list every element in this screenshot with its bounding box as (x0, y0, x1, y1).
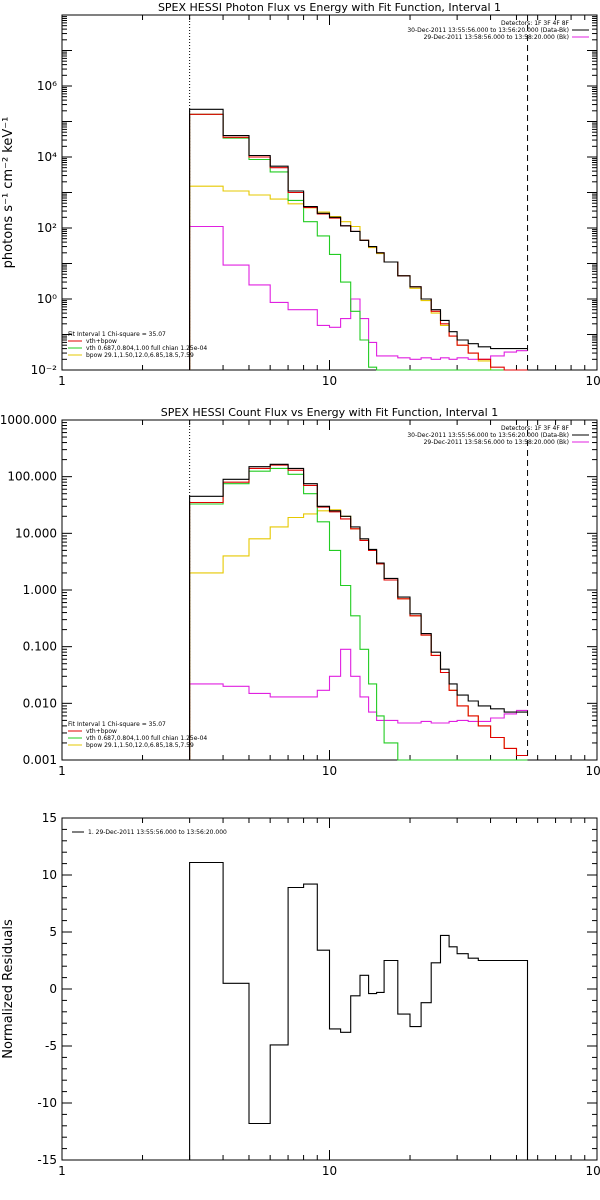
x-tick-label: 10 (322, 764, 337, 778)
series-line-total (189, 463, 528, 760)
legend-right-text: 29-Dec-2011 13:58:56.000 to 13:58:20.000… (424, 439, 569, 446)
legend-left-text: bpow 29.1,1.50,12.0,6.85,18.5,7.59 (86, 742, 194, 749)
y-tick-label: 10 (42, 868, 57, 882)
plot-frame-0 (61, 14, 598, 371)
y-tick-label: 10⁴ (37, 150, 57, 164)
y-axis-label: photons s⁻¹ cm⁻² keV⁻¹ (1, 117, 16, 269)
series-line-bk (189, 225, 528, 370)
y-tick-label: -15 (37, 1153, 57, 1167)
plot-frame-1 (61, 419, 598, 761)
y-tick-label: 10.000 (15, 526, 57, 540)
y-tick-label: 0 (49, 982, 57, 996)
y-tick-label: 1000.000 (0, 413, 57, 427)
legend-left-text: Fit Interval 1 Chi-square = 35.07 (68, 721, 166, 728)
y-tick-label: 0.010 (23, 696, 57, 710)
y-tick-label: -5 (45, 1039, 57, 1053)
y-tick-label: 0.001 (23, 753, 57, 767)
x-tick-label: 100 (586, 764, 600, 778)
series-line-total (189, 108, 528, 370)
y-tick-label: 1.000 (23, 583, 57, 597)
legend-right-text: 29-Dec-2011 13:58:56.000 to 13:58:20.000… (424, 34, 569, 41)
y-tick-label: -10 (37, 1096, 57, 1110)
legend-right-text: Detectors: 1F 3F 4F 8F (501, 425, 570, 432)
legend-left-text: 1. 29-Dec-2011 13:55:56.000 to 13:56:20.… (88, 829, 227, 836)
legend-left-text: vth+bpow (86, 338, 117, 345)
series-line-vth-bpow (189, 113, 528, 371)
legend-left-text: vth+bpow (86, 728, 117, 735)
series-line-vth-bpow (189, 464, 528, 760)
y-tick-label: 0.100 (23, 640, 57, 654)
legend-right-text: 30-Dec-2011 13:55:56.000 to 13:56:20.000… (407, 432, 569, 439)
x-tick-label: 1 (58, 1164, 66, 1178)
series-line-bk (189, 648, 528, 760)
chart-title-1: SPEX HESSI Count Flux vs Energy with Fit… (161, 406, 498, 419)
y-tick-label: 10² (37, 221, 57, 235)
y-tick-label: 10⁰ (37, 292, 57, 306)
legend-left-text: vth 0.687,0.804,1.00 full chian 1.25e-04 (86, 345, 207, 352)
series-line-vth (189, 113, 528, 371)
legend-right-text: 30-Dec-2011 13:55:56.000 to 13:56:20.000… (407, 27, 569, 34)
y-tick-label: 100.000 (7, 470, 57, 484)
y-tick-label: 10⁶ (37, 79, 57, 93)
x-tick-label: 1 (58, 764, 66, 778)
series-line-bpow (189, 509, 528, 760)
legend-left-text: vth 0.687,0.804,1.00 full chian 1.25e-04 (86, 735, 207, 742)
y-tick-label: 5 (49, 925, 57, 939)
y-tick-label: 10⁻² (31, 363, 58, 377)
x-tick-label: 100 (586, 1164, 600, 1178)
x-tick-label: 10 (322, 1164, 337, 1178)
y-axis-label: Normalized Residuals (1, 919, 16, 1059)
x-tick-label: 1 (58, 374, 66, 388)
legend-left-text: Fit Interval 1 Chi-square = 35.07 (68, 331, 166, 338)
series-line-bpow (189, 185, 528, 371)
legend-right-text: Detectors: 1F 3F 4F 8F (501, 20, 570, 27)
series-line-residuals (189, 861, 529, 1160)
x-tick-label: 100 (586, 374, 600, 388)
legend-left-text: bpow 29.1,1.50,12.0,6.85,18.5,7.59 (86, 352, 194, 359)
x-tick-label: 10 (322, 374, 337, 388)
chart-title-0: SPEX HESSI Photon Flux vs Energy with Fi… (158, 1, 501, 14)
y-tick-label: 15 (42, 811, 57, 825)
